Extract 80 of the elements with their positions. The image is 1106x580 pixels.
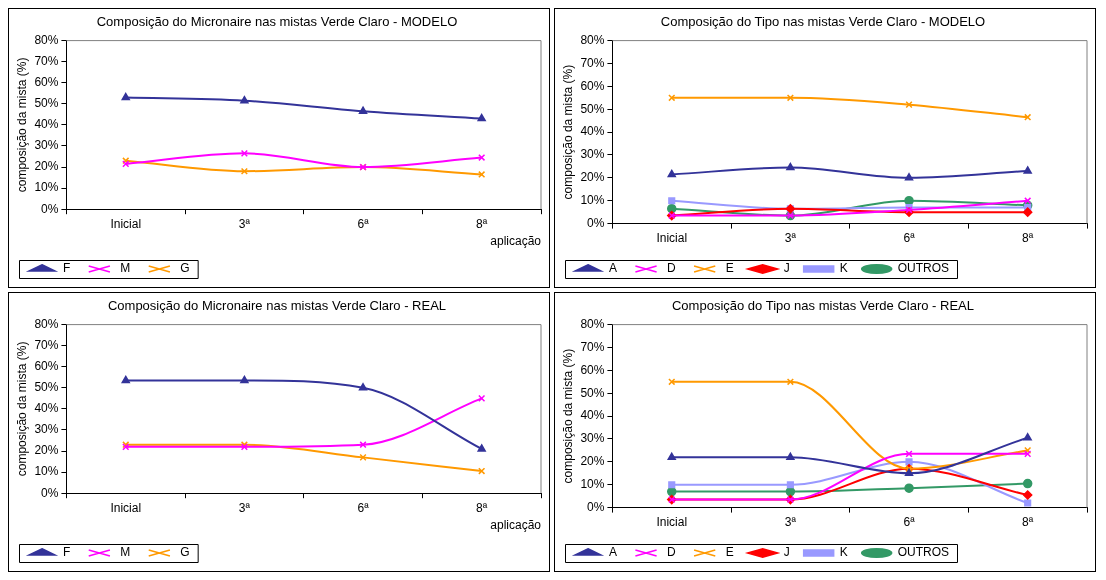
y-tick-label: 40% [580, 408, 605, 423]
y-tick-label: 80% [580, 32, 605, 47]
y-tick-label: 50% [580, 101, 605, 116]
x-tick-label: 8ª [476, 216, 488, 231]
y-tick-label: 60% [580, 78, 605, 93]
y-tick-label: 30% [34, 138, 59, 153]
x-tick-label: 8ª [1022, 231, 1034, 246]
y-tick-label: 40% [34, 401, 59, 416]
legend-label: G [180, 545, 190, 560]
legend-label: OUTROS [897, 545, 950, 560]
legend-label: E [725, 261, 734, 276]
legend-label: K [839, 261, 848, 276]
legend-label: G [180, 261, 190, 276]
chart-title: Composição do Tipo nas mistas Verde Claro - MODELO [660, 14, 986, 30]
y-tick-label: 80% [580, 316, 605, 331]
legend-label: D [667, 261, 676, 276]
y-tick-label: 20% [580, 454, 605, 469]
legend-label: K [839, 545, 848, 560]
y-tick-label: 50% [580, 385, 605, 400]
x-tick-label: Inicial [656, 515, 688, 530]
y-tick-label: 30% [580, 147, 605, 162]
y-tick-label: 0% [41, 201, 59, 216]
x-tick-label: 3ª [238, 500, 251, 515]
y-axis-title: composição da mista (%) [560, 64, 575, 200]
y-tick-label: 30% [34, 422, 59, 437]
y-axis-title: composição da mista (%) [14, 57, 29, 193]
y-tick-label: 60% [580, 362, 605, 377]
y-tick-label: 50% [34, 96, 59, 111]
legend-label: F [63, 545, 71, 560]
y-tick-label: 10% [34, 180, 59, 195]
y-tick-label: 0% [587, 499, 605, 514]
x-tick-label: 6ª [903, 515, 916, 530]
y-tick-label: 80% [34, 316, 59, 331]
x-tick-label: 8ª [1022, 515, 1034, 530]
x-tick-label: Inicial [110, 216, 142, 231]
legend-label: E [725, 545, 734, 560]
y-axis-title: composição da mista (%) [14, 341, 29, 477]
x-tick-label: 8ª [476, 500, 488, 515]
x-tick-label: 6ª [357, 500, 370, 515]
x-tick-label: 3ª [784, 515, 797, 530]
y-tick-label: 0% [41, 485, 59, 500]
y-tick-label: 60% [34, 75, 59, 90]
y-tick-label: 20% [34, 159, 59, 174]
x-axis-title: aplicação [490, 234, 542, 249]
legend-label: F [63, 261, 71, 276]
y-tick-label: 70% [580, 339, 605, 354]
y-tick-label: 0% [587, 215, 605, 230]
x-tick-label: 3ª [784, 231, 797, 246]
x-axis-title: aplicação [490, 518, 542, 533]
y-tick-label: 70% [580, 55, 605, 70]
legend-label: D [667, 545, 676, 560]
y-tick-label: 20% [34, 443, 59, 458]
legend-label: A [609, 545, 618, 560]
legend-label: J [783, 261, 790, 276]
y-tick-label: 30% [580, 431, 605, 446]
y-tick-label: 50% [34, 380, 59, 395]
y-tick-label: 40% [34, 117, 59, 132]
y-tick-label: 80% [34, 32, 59, 47]
y-tick-label: 20% [580, 170, 605, 185]
y-tick-label: 70% [34, 337, 59, 352]
y-tick-label: 10% [580, 193, 605, 208]
y-tick-label: 40% [580, 124, 605, 139]
legend-label: A [609, 261, 618, 276]
x-tick-label: Inicial [656, 231, 688, 246]
legend-label: M [120, 261, 131, 276]
x-tick-label: 6ª [903, 231, 916, 246]
chart-title: Composição do Tipo nas mistas Verde Claro - REAL [671, 298, 975, 314]
y-tick-label: 10% [34, 464, 59, 479]
legend-label: J [783, 545, 790, 560]
y-axis-title: composição da mista (%) [560, 348, 575, 484]
x-tick-label: 3ª [238, 216, 251, 231]
legend-label: OUTROS [897, 261, 950, 276]
chart-title: Composição do Micronaire nas mistas Verde Claro - MODELO [96, 14, 458, 30]
y-tick-label: 70% [34, 53, 59, 68]
x-tick-label: 6ª [357, 216, 370, 231]
chart-title: Composição do Micronaire nas mistas Verde Claro - REAL [107, 298, 447, 314]
y-tick-label: 10% [580, 477, 605, 492]
x-tick-label: Inicial [110, 500, 142, 515]
legend-label: M [120, 545, 131, 560]
y-tick-label: 60% [34, 359, 59, 374]
